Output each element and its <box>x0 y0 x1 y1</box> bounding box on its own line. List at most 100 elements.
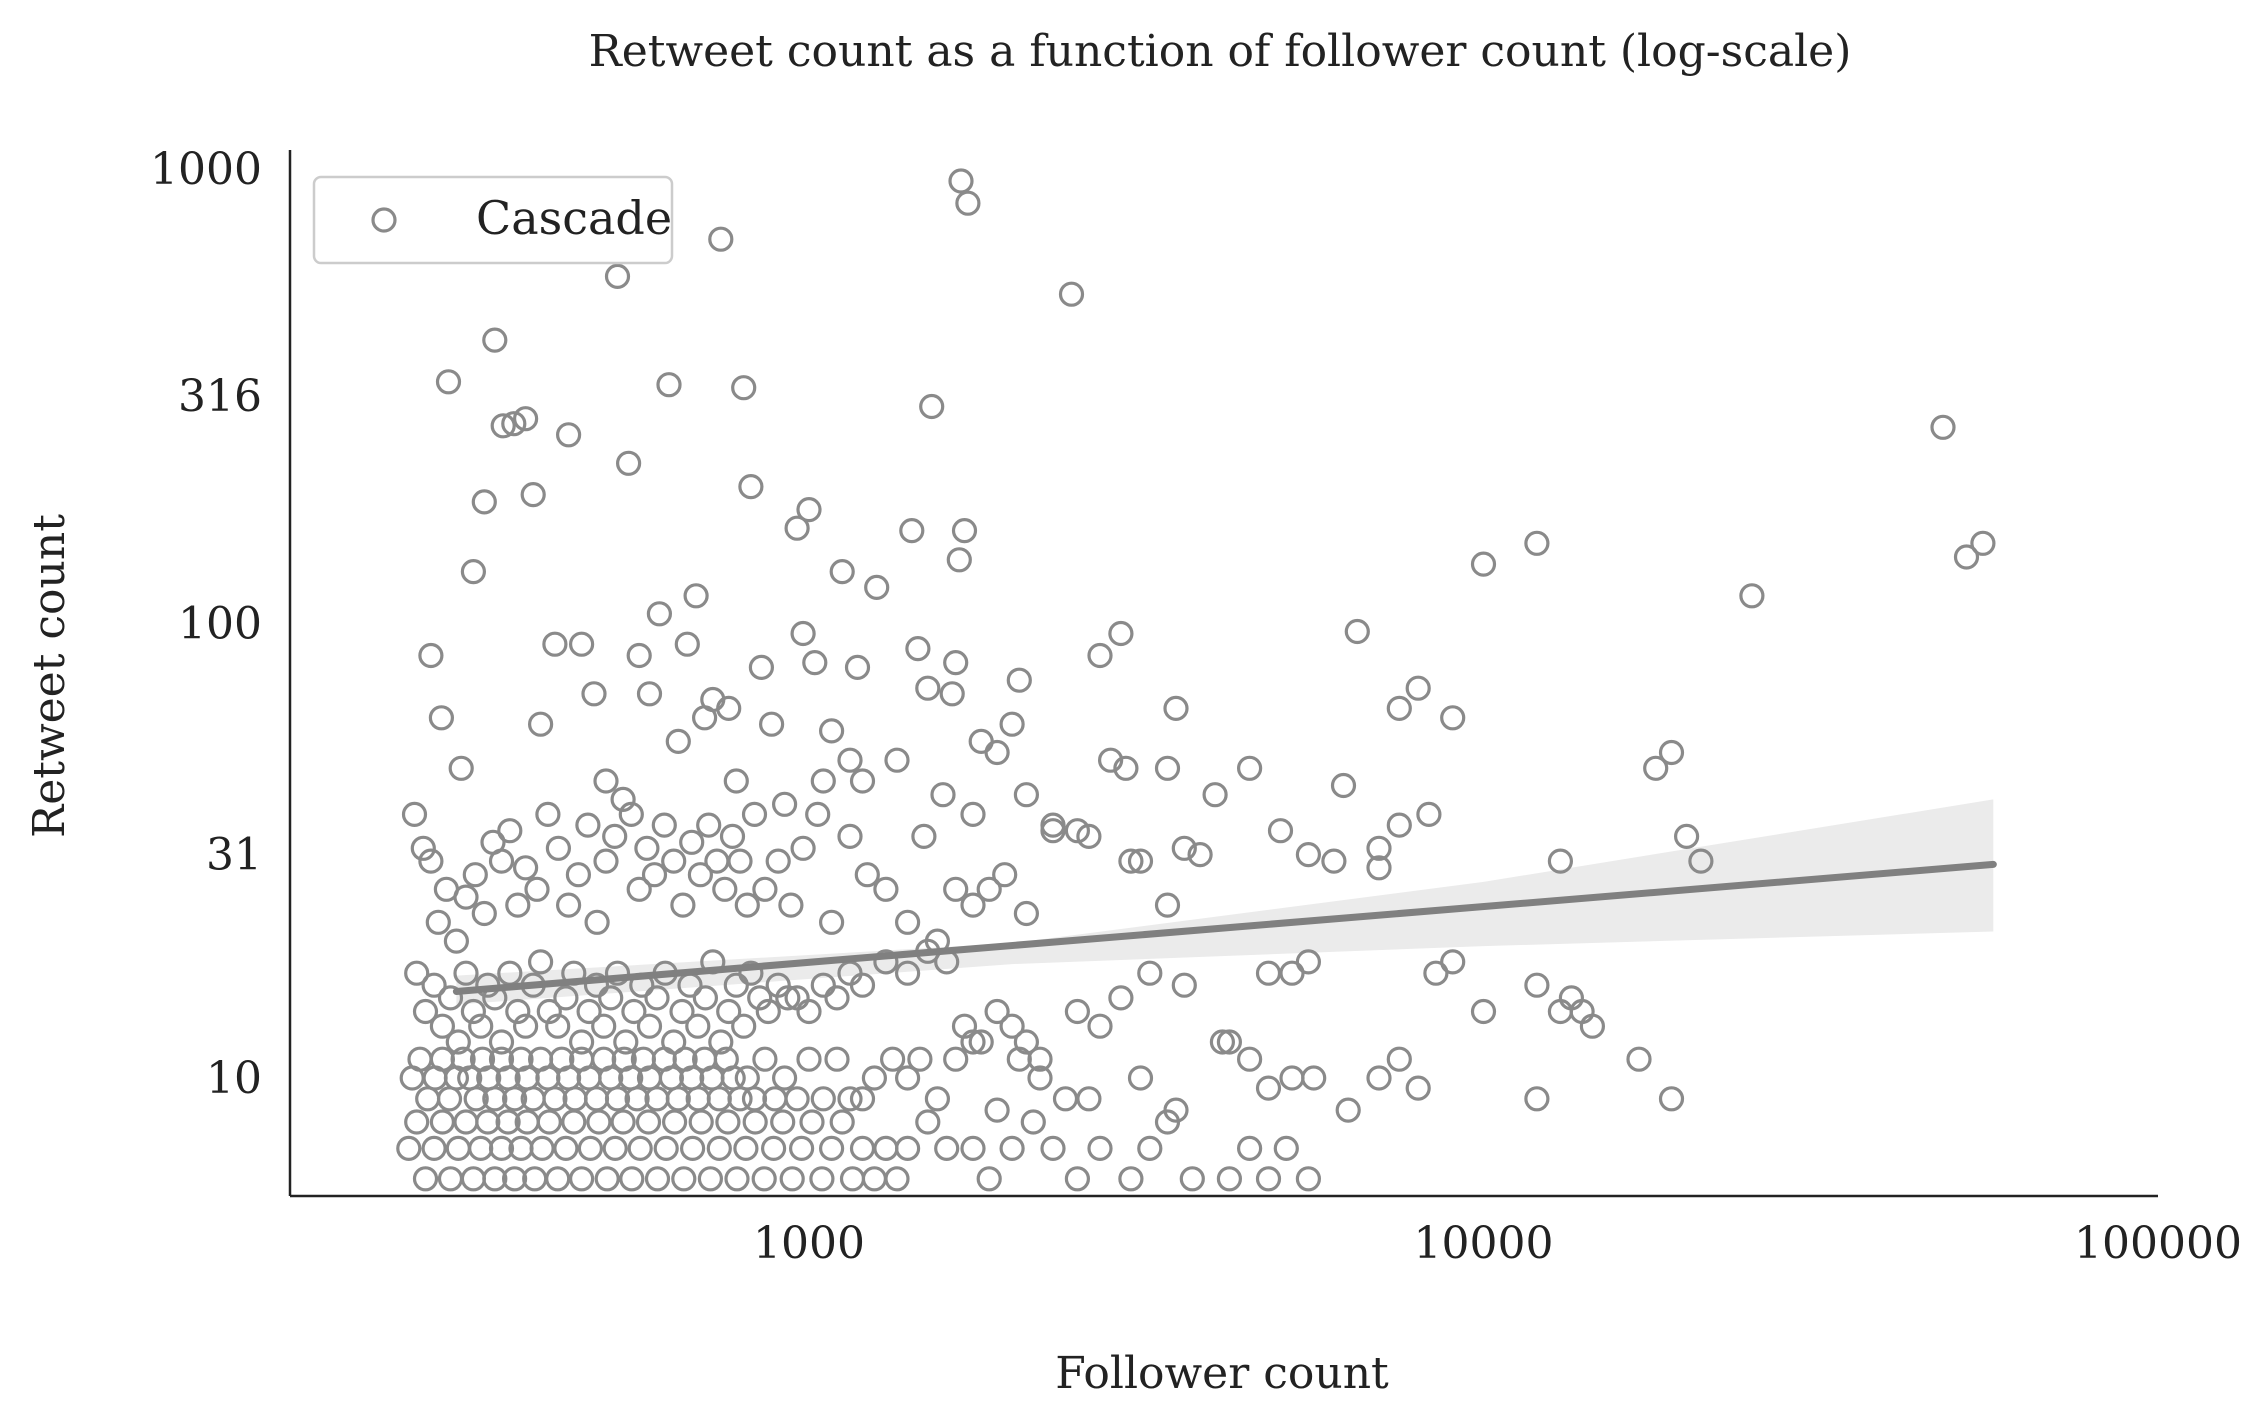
data-point-44 <box>844 654 871 681</box>
data-point-237 <box>1440 949 1466 975</box>
data-point-40 <box>810 768 836 794</box>
data-point-380 <box>809 1166 835 1192</box>
data-point-91 <box>1673 823 1700 850</box>
data-point-351 <box>553 1135 579 1162</box>
data-point-50 <box>915 675 941 701</box>
data-point-9 <box>512 406 539 432</box>
data-point-14 <box>568 631 595 657</box>
data-point-181 <box>545 1013 571 1039</box>
data-point-39 <box>802 649 828 676</box>
data-point-265 <box>542 1086 568 1112</box>
data-point-350 <box>545 1166 571 1192</box>
data-point-176 <box>505 998 531 1025</box>
y-tick-label-316: 316 <box>178 371 262 422</box>
data-point-366 <box>679 1135 706 1162</box>
y-tick-label-31: 31 <box>206 830 262 881</box>
data-point-302 <box>837 1086 863 1112</box>
data-point-383 <box>839 1166 866 1192</box>
y-tick-label-10: 10 <box>206 1053 262 1104</box>
data-point-330 <box>396 1135 422 1162</box>
data-point-95 <box>1953 544 1980 570</box>
data-point-274 <box>604 1086 631 1112</box>
data-point-361 <box>635 1109 662 1135</box>
data-point-235 <box>1295 949 1322 975</box>
data-point-388 <box>894 1135 921 1162</box>
data-point-107 <box>488 848 515 874</box>
data-point-146 <box>894 909 921 935</box>
data-point-66 <box>1058 281 1085 307</box>
confidence-band <box>456 799 1994 1005</box>
data-point-343 <box>495 1109 521 1135</box>
data-point-59 <box>960 801 986 828</box>
axes-layer <box>288 150 2158 1198</box>
data-point-232 <box>1209 1029 1236 1055</box>
data-point-99 <box>418 848 444 874</box>
data-point-214 <box>824 985 850 1011</box>
data-point-67 <box>1064 818 1091 844</box>
data-point-236 <box>1423 960 1449 986</box>
data-point-10 <box>520 482 546 508</box>
data-point-389 <box>915 1109 941 1135</box>
data-point-348 <box>529 1135 555 1162</box>
data-point-98 <box>410 835 436 861</box>
data-point-301 <box>824 1046 850 1072</box>
data-point-78 <box>1267 818 1294 844</box>
data-point-344 <box>501 1166 528 1192</box>
data-point-124 <box>641 862 668 888</box>
data-point-63 <box>1006 667 1032 693</box>
data-point-60 <box>968 728 994 755</box>
data-point-128 <box>679 829 705 855</box>
data-point-154 <box>1040 812 1066 838</box>
data-point-114 <box>555 892 582 918</box>
data-point-88 <box>1547 848 1574 874</box>
data-point-1 <box>428 705 454 731</box>
data-point-403 <box>1236 1135 1263 1162</box>
data-point-25 <box>683 583 709 609</box>
data-point-314 <box>1052 1086 1079 1112</box>
data-point-391 <box>960 1135 986 1162</box>
data-point-378 <box>788 1135 815 1162</box>
data-point-123 <box>634 835 660 861</box>
data-point-299 <box>796 1046 822 1072</box>
data-point-335 <box>437 1166 464 1192</box>
data-point-24 <box>674 631 700 657</box>
data-point-122 <box>626 876 652 902</box>
data-point-54 <box>943 649 969 676</box>
data-point-296 <box>762 1086 788 1112</box>
y-tick-label-100: 100 <box>178 598 262 649</box>
data-point-160 <box>1321 848 1347 874</box>
data-point-369 <box>706 1135 732 1162</box>
data-point-85 <box>1440 705 1466 731</box>
data-point-405 <box>1273 1135 1299 1162</box>
data-point-372 <box>733 1135 759 1162</box>
data-point-398 <box>1118 1166 1144 1192</box>
data-point-194 <box>644 985 670 1011</box>
data-point-370 <box>715 1109 741 1135</box>
data-point-75 <box>1171 835 1197 861</box>
data-point-157 <box>1154 892 1181 918</box>
data-point-126 <box>661 848 687 874</box>
data-point-333 <box>421 1135 447 1162</box>
data-point-374 <box>751 1166 777 1192</box>
data-point-359 <box>619 1166 645 1192</box>
data-point-121 <box>618 801 644 828</box>
data-point-56 <box>948 168 974 194</box>
data-point-96 <box>1970 530 1996 556</box>
confidence-band-layer <box>456 799 1994 1005</box>
data-point-341 <box>482 1166 508 1192</box>
data-point-48 <box>899 517 925 544</box>
data-point-134 <box>727 848 753 874</box>
data-point-45 <box>849 768 876 794</box>
data-point-313 <box>1027 1065 1053 1091</box>
data-point-19 <box>626 642 652 669</box>
data-point-152 <box>992 862 1018 888</box>
data-point-97 <box>401 801 428 828</box>
data-point-245 <box>407 1046 433 1072</box>
data-point-270 <box>576 1065 602 1091</box>
data-point-7 <box>490 413 516 439</box>
data-point-331 <box>404 1109 430 1135</box>
data-point-55 <box>946 547 972 573</box>
data-point-115 <box>565 862 592 888</box>
data-point-233 <box>1255 960 1282 986</box>
data-point-295 <box>752 1046 778 1072</box>
